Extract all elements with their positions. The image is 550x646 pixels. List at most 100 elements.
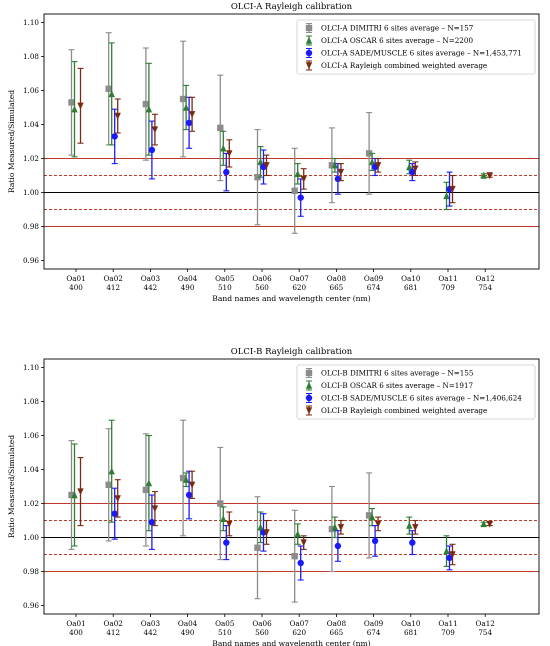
data-point bbox=[226, 150, 233, 158]
data-point bbox=[111, 133, 118, 140]
y-tick-label: 1.02 bbox=[23, 154, 39, 163]
x-tick-label: Oa12 bbox=[476, 274, 495, 283]
data-point bbox=[480, 171, 487, 179]
data-point bbox=[220, 515, 227, 522]
x-tick-label: Oa10 bbox=[401, 619, 421, 628]
data-point bbox=[151, 126, 159, 134]
legend-label: OLCI-A DIMITRI 6 sites average – N=157 bbox=[321, 24, 474, 33]
data-point bbox=[443, 192, 450, 200]
data-point bbox=[217, 124, 224, 132]
data-point bbox=[412, 165, 419, 173]
data-point bbox=[297, 194, 304, 201]
data-point bbox=[148, 146, 156, 154]
x-tick-label: Oa04 bbox=[178, 619, 198, 628]
x-tick-label: Oa07 bbox=[290, 619, 310, 628]
x-tick-label: Oa09 bbox=[364, 274, 384, 283]
data-point bbox=[337, 524, 345, 531]
x-wavelength-label: 412 bbox=[106, 283, 120, 292]
data-point bbox=[145, 479, 153, 487]
data-point bbox=[105, 85, 112, 92]
y-tick-label: 0.98 bbox=[23, 222, 39, 231]
x-wavelength-label: 412 bbox=[106, 628, 120, 637]
y-tick-label: 1.00 bbox=[23, 188, 39, 197]
axes-frame bbox=[43, 13, 540, 270]
x-tick-label: Oa06 bbox=[252, 619, 272, 628]
x-tick-label: Oa11 bbox=[438, 274, 457, 283]
legend-label: OLCI-A SADE/MUSCLE 6 sites average – N=1… bbox=[321, 49, 522, 58]
data-point bbox=[291, 553, 298, 560]
series-triangle bbox=[71, 419, 487, 567]
x-wavelength-label: 510 bbox=[218, 283, 232, 292]
data-point bbox=[365, 512, 373, 519]
data-point bbox=[297, 559, 304, 567]
data-point bbox=[480, 520, 487, 528]
series-triangle-down bbox=[77, 457, 493, 566]
chart-olci-a: OLCI-A Rayleigh calibration 0.96 0.98 1.00 1… bbox=[7, 2, 540, 303]
x-tick-label: Oa05 bbox=[215, 619, 235, 628]
x-wavelength-label: 442 bbox=[144, 628, 158, 637]
data-point bbox=[368, 513, 376, 521]
data-point bbox=[108, 90, 115, 98]
data-point bbox=[188, 481, 196, 489]
data-point bbox=[217, 500, 224, 507]
x-wavelength-label: 400 bbox=[69, 283, 83, 292]
data-point bbox=[300, 539, 307, 547]
data-point bbox=[68, 491, 75, 499]
data-point bbox=[185, 119, 193, 127]
x-tick-label: Oa09 bbox=[364, 619, 384, 628]
data-point bbox=[223, 168, 230, 176]
data-point bbox=[300, 175, 307, 183]
x-axis-label: Band names and wavelength center (nm) bbox=[212, 294, 371, 303]
data-point bbox=[257, 523, 264, 531]
data-point bbox=[406, 163, 413, 171]
x-wavelength-label: 709 bbox=[441, 283, 455, 292]
chart-title: OLCI-B Rayleigh calibration bbox=[231, 347, 353, 357]
y-axis-label: Ratio Measured/Simulated bbox=[7, 435, 16, 538]
y-tick-label: 1.08 bbox=[23, 397, 39, 406]
x-wavelength-label: 665 bbox=[330, 283, 344, 292]
legend: OLCI-A DIMITRI 6 sites average – N=157 OL… bbox=[296, 19, 536, 75]
data-point bbox=[179, 474, 187, 482]
y-tick-label: 1.08 bbox=[23, 52, 39, 61]
x-tick-label: Oa03 bbox=[141, 619, 161, 628]
legend-label: OLCI-B Rayleigh combined weighted averag… bbox=[321, 406, 487, 415]
legend: OLCI-B DIMITRI 6 sites average – N=155 OL… bbox=[296, 364, 536, 420]
y-tick-label: 1.04 bbox=[23, 120, 39, 129]
data-point bbox=[179, 95, 187, 103]
x-tick-label: Oa08 bbox=[327, 274, 347, 283]
data-point bbox=[68, 99, 75, 106]
legend-marker bbox=[305, 62, 313, 70]
x-tick-label: Oa03 bbox=[141, 274, 161, 283]
data-point bbox=[331, 161, 339, 169]
data-point bbox=[111, 510, 118, 517]
y-tick-label: 1.00 bbox=[23, 533, 39, 542]
y-tick-label: 1.06 bbox=[23, 431, 39, 440]
legend-marker bbox=[305, 394, 313, 402]
legend-marker bbox=[305, 49, 313, 57]
data-point bbox=[77, 102, 84, 110]
data-point bbox=[331, 523, 339, 531]
legend-marker bbox=[305, 36, 313, 44]
data-point bbox=[263, 162, 270, 169]
data-point bbox=[412, 524, 419, 531]
x-wavelength-label: 681 bbox=[404, 628, 418, 637]
x-wavelength-label: 560 bbox=[255, 628, 269, 637]
series-circle bbox=[111, 96, 453, 217]
legend-marker bbox=[305, 24, 313, 32]
data-point bbox=[105, 481, 112, 488]
data-point bbox=[449, 185, 456, 193]
data-point bbox=[220, 144, 227, 152]
data-point bbox=[443, 547, 450, 555]
x-tick-label: Oa10 bbox=[401, 274, 421, 283]
y-tick-label: 1.06 bbox=[23, 86, 39, 95]
x-wavelength-label: 674 bbox=[367, 628, 381, 637]
x-wavelength-label: 681 bbox=[404, 283, 418, 292]
data-point bbox=[486, 520, 493, 528]
data-point bbox=[294, 530, 301, 538]
data-point bbox=[337, 168, 345, 176]
x-tick-label: Oa12 bbox=[476, 619, 495, 628]
data-point bbox=[223, 539, 230, 546]
data-point bbox=[226, 520, 233, 528]
x-wavelength-label: 510 bbox=[218, 628, 232, 637]
legend-box bbox=[296, 19, 536, 75]
